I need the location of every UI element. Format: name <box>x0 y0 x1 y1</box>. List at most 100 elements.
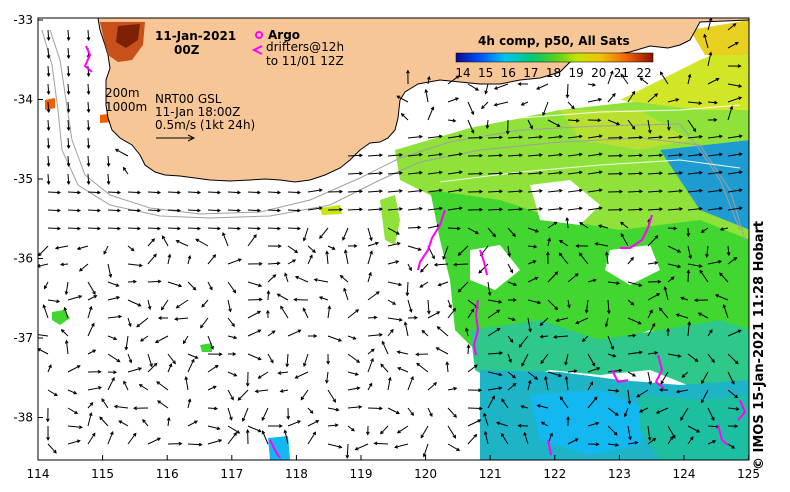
current-vector-head <box>303 362 307 367</box>
current-vector <box>247 191 261 194</box>
current-vector-head <box>456 447 461 451</box>
current-vector <box>687 171 702 175</box>
current-vector-head <box>592 82 597 87</box>
current-vector-head <box>166 416 171 421</box>
current-vector-head <box>564 375 569 380</box>
current-vector <box>585 299 589 313</box>
argo-marker-icon <box>255 31 263 39</box>
current-vector <box>127 367 142 373</box>
current-vector-head <box>528 328 532 333</box>
current-vector-head <box>410 412 415 417</box>
current-vector-head <box>237 190 242 195</box>
current-vector-head <box>512 382 517 387</box>
current-vector <box>567 153 582 157</box>
current-vector-head <box>445 361 450 366</box>
current-vector <box>227 407 233 420</box>
current-vector-head <box>318 206 323 211</box>
current-vector <box>607 389 619 392</box>
current-vector-head <box>660 380 664 385</box>
current-vector <box>286 353 289 367</box>
current-vector <box>187 209 201 212</box>
current-vector <box>167 363 172 373</box>
current-vector <box>427 382 437 391</box>
current-vector-head <box>192 286 197 291</box>
current-vector <box>367 348 375 355</box>
current-vector-head <box>639 189 644 194</box>
current-vector-head <box>533 244 538 249</box>
current-vector <box>547 299 558 310</box>
current-vector <box>487 227 496 237</box>
current-vector <box>227 227 241 230</box>
current-vector-head <box>292 259 297 263</box>
current-vector <box>287 329 301 337</box>
current-vector <box>307 420 319 427</box>
current-vector-head <box>397 367 402 371</box>
current-vector <box>227 191 241 194</box>
current-vector-head <box>46 145 51 150</box>
current-vector-head <box>261 417 266 422</box>
current-vector-head <box>605 251 609 256</box>
current-vector <box>427 171 442 175</box>
current-vector-head <box>86 181 91 186</box>
current-vector <box>427 106 434 121</box>
current-vector-head <box>631 126 636 130</box>
current-vector <box>421 330 429 337</box>
current-vector-head <box>379 171 384 176</box>
current-vector-head <box>619 171 624 176</box>
current-vector-head <box>380 363 385 368</box>
current-vector-head <box>400 113 405 117</box>
current-vector-head <box>496 309 501 314</box>
current-vector <box>487 328 501 337</box>
current-vector-head <box>98 386 103 390</box>
colorbar <box>455 52 654 63</box>
current-vector <box>87 227 101 230</box>
current-vector-head <box>564 361 568 366</box>
current-vector <box>67 101 70 113</box>
current-vector-head <box>688 255 693 260</box>
drifters-line1: drifters@12h <box>266 40 344 54</box>
current-vector <box>207 191 221 194</box>
current-vector-head <box>559 396 564 401</box>
current-vector <box>727 23 736 31</box>
current-vector-head <box>677 249 682 253</box>
current-vector-head <box>673 226 678 231</box>
current-vector <box>627 208 643 211</box>
current-vector <box>605 317 609 327</box>
current-vector-head <box>182 340 187 345</box>
current-vector <box>667 227 677 230</box>
current-vector <box>227 281 236 293</box>
current-vector-head <box>309 410 314 414</box>
current-vector-head <box>457 288 462 293</box>
current-vector <box>367 316 377 319</box>
current-vector <box>727 245 730 256</box>
x-tick-label: 121 <box>479 467 502 481</box>
current-vector-head <box>117 208 122 213</box>
current-vector <box>437 326 449 337</box>
current-vector <box>727 407 739 410</box>
current-vector <box>127 353 132 363</box>
current-vector <box>127 227 141 230</box>
current-vector-head <box>421 329 426 334</box>
current-vector <box>347 335 356 340</box>
current-vector-head <box>177 226 182 231</box>
current-vector <box>295 371 309 379</box>
current-vector-head <box>458 134 463 139</box>
current-vector-head <box>732 23 737 27</box>
current-vector <box>303 227 309 241</box>
current-vector-head <box>257 310 262 315</box>
current-vector-head <box>458 188 463 193</box>
current-vector-head <box>429 413 433 418</box>
current-vector <box>47 65 50 77</box>
current-vector <box>647 425 651 440</box>
current-vector-head <box>130 247 135 252</box>
drifter-marker-icon <box>251 45 263 55</box>
current-vector-head <box>66 55 71 60</box>
current-vector-head <box>157 316 162 320</box>
current-vector <box>687 270 690 283</box>
current-vector <box>396 95 409 103</box>
current-vector-head <box>433 262 438 267</box>
current-vector <box>67 29 70 41</box>
current-vector <box>727 257 737 265</box>
current-vector-head <box>237 208 242 213</box>
current-vector <box>607 71 614 85</box>
